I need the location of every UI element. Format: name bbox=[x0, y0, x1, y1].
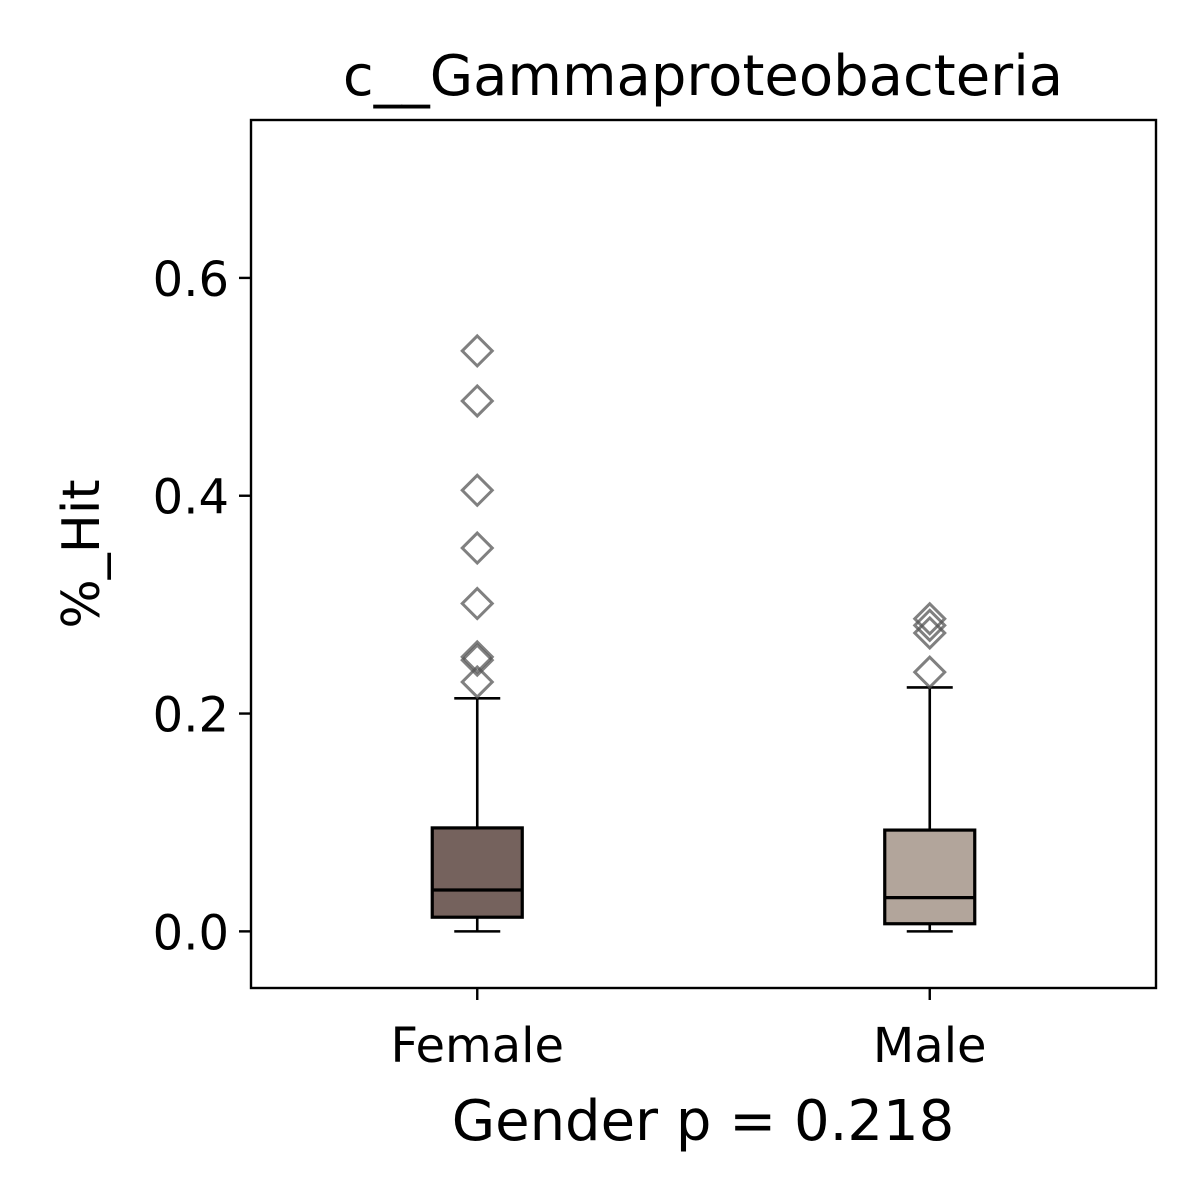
outlier-point bbox=[912, 655, 947, 690]
chart-title: c__Gammaproteobacteria bbox=[343, 44, 1063, 109]
y-axis-label: %_Hit bbox=[52, 479, 112, 628]
box bbox=[430, 826, 524, 919]
outlier-point bbox=[460, 530, 495, 566]
outlier-point bbox=[460, 333, 495, 369]
y-tick-label: 0.6 bbox=[153, 252, 229, 308]
y-tick-label: 0.4 bbox=[153, 470, 229, 526]
outlier-point bbox=[912, 601, 947, 636]
x-axis-label: Gender p = 0.218 bbox=[452, 1089, 955, 1154]
outlier-point bbox=[912, 608, 947, 643]
plot-layer: 0.0 0.2 0.4 0.6 Female Male bbox=[153, 252, 987, 1074]
box-group bbox=[430, 333, 524, 933]
box-group bbox=[883, 601, 977, 933]
outlier-point bbox=[460, 586, 495, 621]
outlier-point bbox=[460, 643, 495, 678]
outlier-point bbox=[460, 473, 495, 508]
outlier-point bbox=[460, 639, 495, 675]
y-tick-label: 0.0 bbox=[153, 905, 229, 961]
x-tick-label: Male bbox=[873, 1018, 987, 1074]
y-tick-label: 0.2 bbox=[153, 688, 229, 744]
outlier-point bbox=[460, 383, 495, 419]
box bbox=[883, 828, 977, 926]
plot-frame bbox=[249, 118, 1158, 990]
outlier-point bbox=[460, 664, 495, 700]
x-tick-label: Female bbox=[390, 1018, 564, 1074]
outlier-point bbox=[912, 615, 947, 651]
